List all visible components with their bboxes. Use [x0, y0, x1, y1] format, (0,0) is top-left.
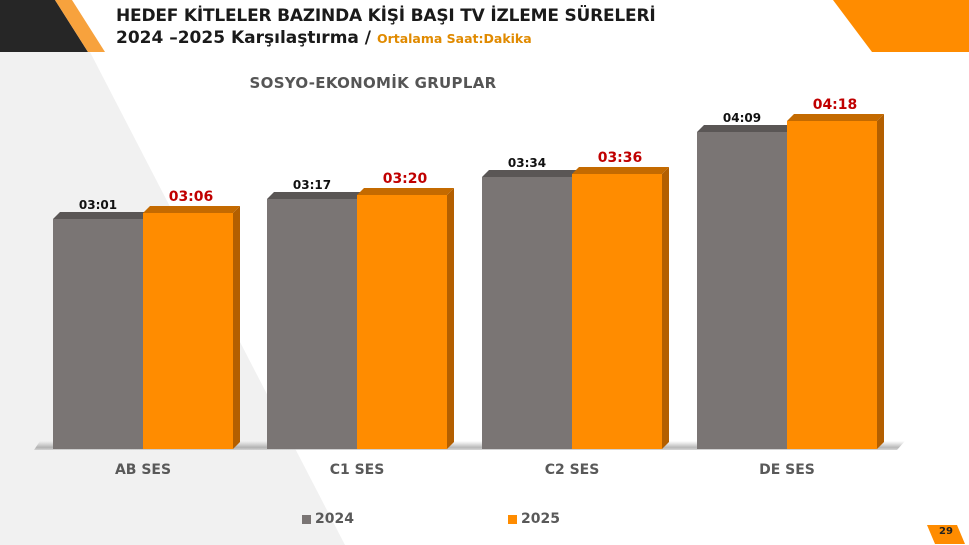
bar-2025-ab-ses — [143, 206, 240, 449]
legend-swatch-2024-icon — [302, 514, 311, 524]
page-title: HEDEF KİTLELER BAZINDA KİŞİ BAŞI TV İZLE… — [116, 6, 656, 26]
legend-item-2025: 2025 — [508, 511, 560, 527]
category-label-c1: C1 SES — [329, 462, 385, 478]
bar-2025-de-ses — [787, 114, 884, 449]
comparison-label: 2024 –2025 Karşılaştırma / — [116, 28, 377, 48]
value-label-2024: 03:01 — [78, 198, 118, 212]
chart-title: SOSYO-EKONOMİK GRUPLAR — [249, 74, 497, 92]
bar-2024-c2-ses — [482, 170, 579, 449]
value-label-2025: 03:20 — [382, 171, 428, 187]
legend-swatch-2025-icon — [508, 514, 517, 524]
category-label-c2: C2 SES — [544, 462, 600, 478]
page-number: 29 — [939, 526, 953, 537]
bar-2025-c1-ses — [357, 188, 454, 449]
value-label-2025: 03:36 — [597, 150, 643, 166]
unit-label: Ortalama Saat:Dakika — [376, 31, 532, 46]
value-label-2024: 03:34 — [507, 156, 547, 170]
page-subtitle: 2024 –2025 Karşılaştırma / Ortalama Saat… — [116, 28, 532, 48]
category-label-ab: AB SES — [114, 462, 172, 478]
bar-2025-c2-ses — [572, 167, 669, 449]
page-number-badge: 29 — [927, 525, 965, 544]
value-label-2024: 04:09 — [722, 111, 762, 125]
legend-label: 2024 — [315, 511, 354, 527]
value-label-2025: 03:06 — [168, 189, 214, 205]
bar-2024-de-ses — [697, 125, 794, 449]
bar-2024-c1-ses — [267, 192, 364, 449]
category-label-de: DE SES — [759, 462, 815, 478]
legend-label: 2025 — [521, 511, 560, 527]
value-label-2025: 04:18 — [812, 97, 858, 113]
legend-item-2024: 2024 — [302, 511, 354, 527]
bar-2024-ab-ses — [53, 212, 150, 449]
value-label-2024: 03:17 — [292, 178, 332, 192]
